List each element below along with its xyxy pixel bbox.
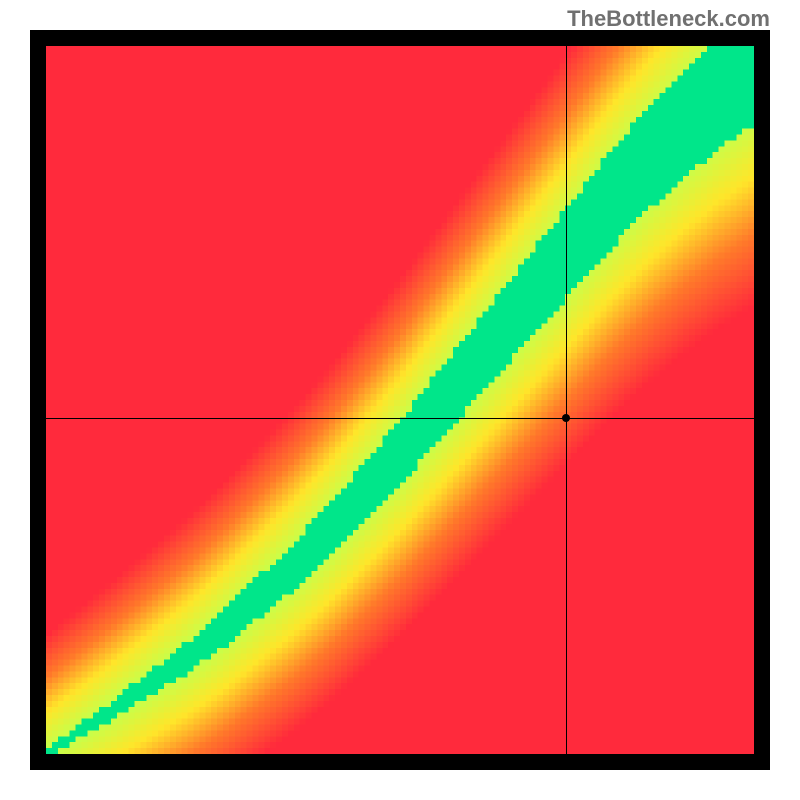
crosshair-vertical [566,46,567,754]
crosshair-horizontal [46,418,754,419]
heatmap-canvas [46,46,754,754]
chart-container: TheBottleneck.com [0,0,800,800]
plot-frame [30,30,770,770]
watermark-text: TheBottleneck.com [567,6,770,32]
crosshair-marker [562,414,570,422]
plot-inner [46,46,754,754]
